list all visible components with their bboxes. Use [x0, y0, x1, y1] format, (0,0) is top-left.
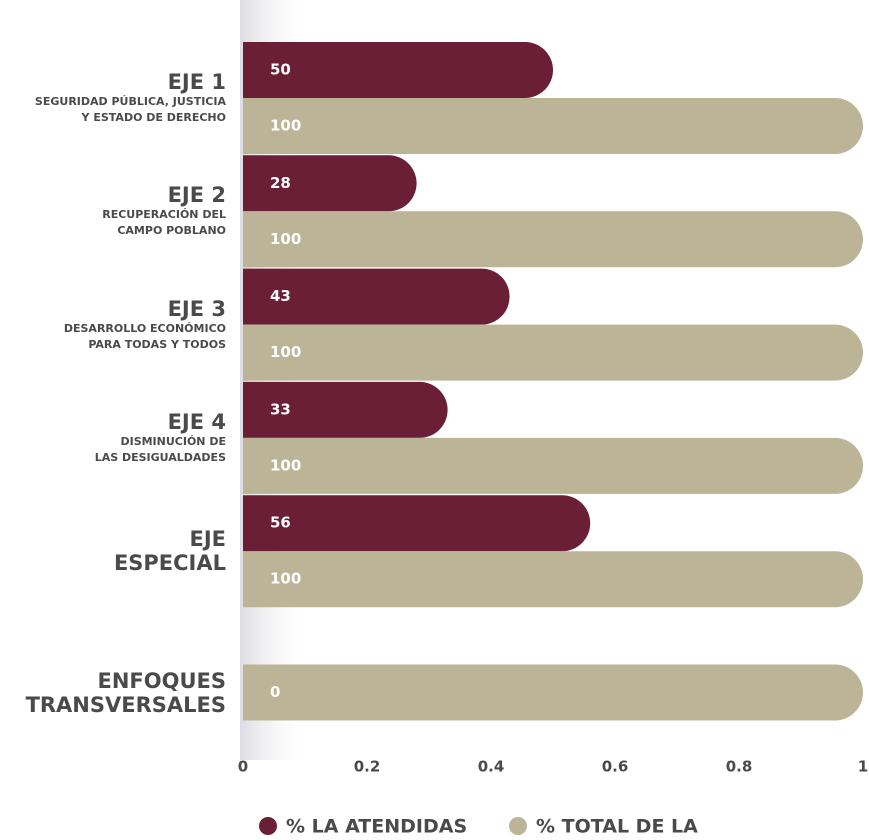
category-name: EJE ESPECIAL [113, 527, 227, 576]
legend-label: % LA ATENDIDAS [286, 816, 467, 838]
bar [243, 98, 863, 154]
bar [243, 324, 864, 381]
value-label: 28 [270, 174, 291, 192]
category-name: EJE 1 [167, 70, 226, 94]
value-label: 100 [270, 230, 301, 248]
x-tick-label: 0.4 [478, 758, 505, 776]
bar [243, 437, 864, 494]
value-label: 56 [270, 514, 291, 532]
category-label: EJE ESPECIAL [114, 527, 226, 575]
bar [243, 155, 417, 212]
legend-swatch [259, 817, 277, 835]
value-label: 33 [270, 400, 291, 418]
x-tick-label: 0.6 [602, 758, 629, 776]
category-name: EJE 4 [167, 409, 226, 434]
bar [243, 381, 448, 438]
category-label: EJE 1 SEGURIDAD PÚBLICA, JUSTICIA Y ESTADO… [35, 70, 226, 126]
bar [243, 551, 864, 608]
value-label: 100 [270, 456, 301, 474]
category-description: DESARROLLO ECONÓMICO [63, 321, 226, 335]
category-description: RECUPERACIÓN DEL [102, 208, 226, 222]
category-description: Y ESTADO DE DERECHO [81, 111, 226, 124]
legend-label: % TOTAL DE LA [536, 816, 698, 838]
category-description: PARA TODAS Y TODOS [88, 337, 226, 351]
category-label: EJE 2 RECUPERACIÓN DEL CAMPO POBLANO [102, 183, 226, 239]
bar [243, 42, 553, 98]
bar [243, 211, 863, 268]
x-tick-label: 0.8 [726, 758, 753, 776]
bar [243, 664, 864, 721]
category-description: CAMPO POBLANO [117, 224, 226, 238]
category-label: EJE 3 DESARROLLO ECONÓMICO PARA TODAS Y TO… [64, 297, 226, 353]
value-label: 100 [270, 343, 301, 361]
bar [243, 495, 591, 552]
category-description: LAS DESIGUALDADES [94, 450, 226, 464]
category-description: DISMINUCIÓN DE [120, 434, 226, 448]
category-label: ENFOQUES TRANSVERSALES [26, 669, 226, 717]
value-label: 100 [270, 117, 301, 135]
bar [243, 268, 510, 325]
value-label: 0 [270, 683, 280, 701]
x-tick-label: 1 [858, 758, 868, 776]
category-description: SEGURIDAD PÚBLICA, JUSTICIA [34, 95, 226, 108]
category-name: EJE 2 [167, 183, 226, 208]
category-name: ENFOQUES TRANSVERSALES [25, 668, 227, 717]
x-tick-label: 0.2 [354, 758, 381, 776]
x-tick-label: 0 [238, 758, 248, 776]
category-name: EJE 3 [167, 296, 226, 321]
value-label: 50 [270, 61, 291, 79]
value-label: 100 [270, 570, 301, 588]
legend-swatch [509, 817, 527, 835]
value-label: 43 [270, 287, 291, 305]
category-label: EJE 4 DISMINUCIÓN DE LAS DESIGUALDADES [95, 410, 226, 466]
